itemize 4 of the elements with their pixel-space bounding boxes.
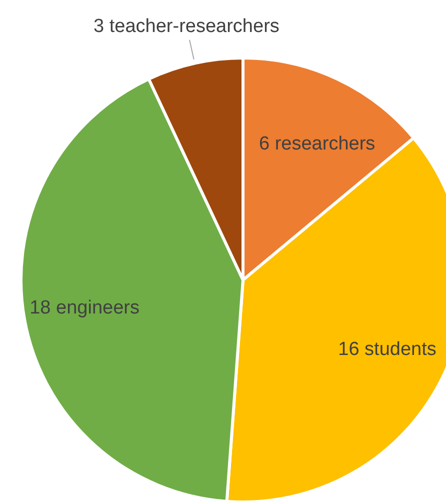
slice-label: 18 engineers xyxy=(30,297,140,318)
slice-label: 16 students xyxy=(338,339,436,360)
slice-label: 3 teacher-researchers xyxy=(94,16,280,38)
slice-label: 6 researchers xyxy=(258,133,376,154)
